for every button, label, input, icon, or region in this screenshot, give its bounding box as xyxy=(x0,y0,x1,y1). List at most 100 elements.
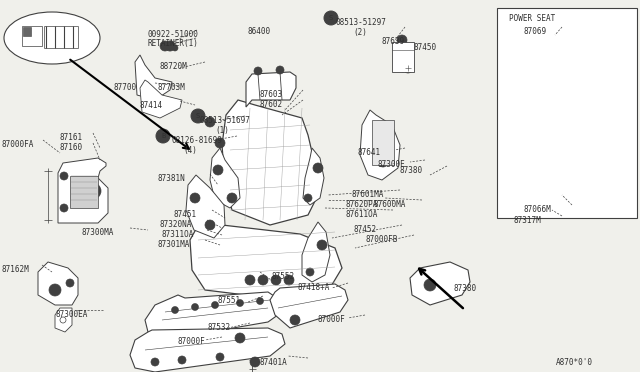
Circle shape xyxy=(156,129,170,143)
Text: 87451: 87451 xyxy=(174,210,197,219)
Circle shape xyxy=(290,315,300,325)
Circle shape xyxy=(563,90,573,100)
Circle shape xyxy=(151,358,159,366)
Circle shape xyxy=(160,41,170,51)
Circle shape xyxy=(284,275,294,285)
Polygon shape xyxy=(410,262,470,305)
Text: 87301MA: 87301MA xyxy=(158,240,190,249)
Circle shape xyxy=(60,172,68,180)
Text: 87381N: 87381N xyxy=(157,174,185,183)
Polygon shape xyxy=(130,328,285,372)
Text: 87000FB: 87000FB xyxy=(366,235,398,244)
Text: 87452: 87452 xyxy=(354,225,377,234)
Circle shape xyxy=(317,240,327,250)
Circle shape xyxy=(245,275,255,285)
Text: B: B xyxy=(161,133,165,139)
Circle shape xyxy=(271,275,281,285)
Circle shape xyxy=(510,55,520,65)
Text: 87066M: 87066M xyxy=(524,205,552,214)
Circle shape xyxy=(216,353,224,361)
Polygon shape xyxy=(140,80,182,118)
Text: 87611OA: 87611OA xyxy=(346,210,378,219)
Text: 87414: 87414 xyxy=(140,101,163,110)
Circle shape xyxy=(254,67,262,75)
Circle shape xyxy=(211,301,218,308)
Text: 86400: 86400 xyxy=(248,27,271,36)
Text: 00922-51000: 00922-51000 xyxy=(148,30,199,39)
Text: S: S xyxy=(196,113,200,119)
Text: (2): (2) xyxy=(353,28,367,37)
Text: 87602: 87602 xyxy=(259,100,282,109)
Polygon shape xyxy=(55,308,72,332)
Polygon shape xyxy=(270,284,348,328)
Circle shape xyxy=(191,109,205,123)
Circle shape xyxy=(540,185,550,195)
Circle shape xyxy=(533,95,543,105)
Polygon shape xyxy=(510,115,565,178)
Text: 87160: 87160 xyxy=(60,143,83,152)
Bar xyxy=(23,27,31,36)
Circle shape xyxy=(49,284,61,296)
Text: 87161: 87161 xyxy=(60,133,83,142)
Text: 87418+A: 87418+A xyxy=(298,283,330,292)
Circle shape xyxy=(257,298,264,305)
Circle shape xyxy=(237,299,243,307)
Polygon shape xyxy=(190,222,342,298)
Polygon shape xyxy=(360,110,400,180)
Polygon shape xyxy=(303,148,324,205)
Text: 87317M: 87317M xyxy=(514,216,541,225)
Text: 87000F: 87000F xyxy=(318,315,346,324)
Text: 87380: 87380 xyxy=(399,166,422,175)
Polygon shape xyxy=(210,148,240,208)
Text: 87000FA: 87000FA xyxy=(2,140,35,149)
Text: POWER SEAT: POWER SEAT xyxy=(509,14,556,23)
Circle shape xyxy=(306,268,314,276)
Circle shape xyxy=(60,204,68,212)
Circle shape xyxy=(403,63,413,73)
Text: 88720M: 88720M xyxy=(160,62,188,71)
Polygon shape xyxy=(528,162,572,214)
Text: 87703M: 87703M xyxy=(158,83,186,92)
Circle shape xyxy=(424,279,436,291)
Circle shape xyxy=(378,157,388,167)
Circle shape xyxy=(378,125,388,135)
Text: 87551: 87551 xyxy=(218,296,241,305)
Circle shape xyxy=(250,357,260,367)
Text: 87311OA: 87311OA xyxy=(162,230,195,239)
Circle shape xyxy=(213,165,223,175)
Circle shape xyxy=(313,163,323,173)
Circle shape xyxy=(215,138,225,148)
Text: 87450: 87450 xyxy=(413,43,436,52)
Bar xyxy=(497,8,637,218)
Ellipse shape xyxy=(4,12,100,64)
Bar xyxy=(372,120,394,165)
Text: 87401A: 87401A xyxy=(260,358,288,367)
Text: S: S xyxy=(329,15,333,21)
Circle shape xyxy=(304,194,312,202)
Text: 87620PA: 87620PA xyxy=(346,200,378,209)
Circle shape xyxy=(258,275,268,285)
Bar xyxy=(70,176,98,208)
Polygon shape xyxy=(302,222,330,282)
Text: 87069: 87069 xyxy=(524,27,547,36)
Circle shape xyxy=(276,66,284,74)
Polygon shape xyxy=(540,22,582,108)
Circle shape xyxy=(85,183,101,199)
Text: 87320NA: 87320NA xyxy=(160,220,193,229)
Text: 87162M: 87162M xyxy=(2,265,29,274)
Polygon shape xyxy=(58,158,108,223)
Circle shape xyxy=(399,40,407,48)
Text: 87700: 87700 xyxy=(113,83,136,92)
Text: 87639: 87639 xyxy=(382,37,405,46)
Polygon shape xyxy=(505,25,545,110)
Polygon shape xyxy=(186,175,225,238)
Circle shape xyxy=(520,140,530,150)
Text: 87000F: 87000F xyxy=(178,337,205,346)
Circle shape xyxy=(205,117,215,127)
Circle shape xyxy=(205,220,215,230)
Circle shape xyxy=(172,307,179,314)
Text: (4): (4) xyxy=(183,146,197,155)
Circle shape xyxy=(165,41,175,51)
Circle shape xyxy=(172,45,178,51)
Bar xyxy=(392,42,414,72)
